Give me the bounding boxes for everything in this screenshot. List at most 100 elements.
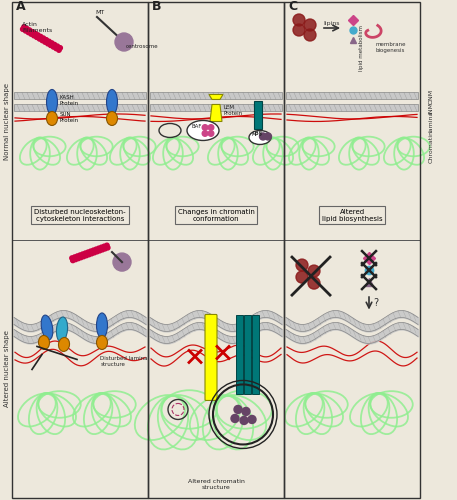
Circle shape	[202, 124, 208, 130]
Circle shape	[79, 256, 83, 260]
Circle shape	[43, 40, 47, 44]
Text: lamina: lamina	[429, 111, 434, 132]
Bar	[284, 2, 420, 498]
Circle shape	[90, 252, 94, 256]
Text: Disturbed lamina
structure: Disturbed lamina structure	[101, 356, 148, 368]
Text: SUN
Protein: SUN Protein	[60, 112, 79, 124]
Circle shape	[33, 31, 37, 36]
Circle shape	[208, 124, 214, 130]
Text: KASH
Protein: KASH Protein	[60, 96, 79, 106]
Bar	[150, 104, 282, 112]
Circle shape	[304, 29, 316, 41]
Text: INM: INM	[429, 102, 434, 114]
Circle shape	[41, 36, 46, 40]
Text: HP1: HP1	[251, 132, 262, 138]
Circle shape	[86, 250, 90, 254]
Text: BAF: BAF	[191, 124, 202, 130]
Bar	[286, 92, 418, 100]
Circle shape	[23, 28, 28, 33]
Circle shape	[102, 244, 106, 248]
Circle shape	[50, 41, 54, 46]
Circle shape	[234, 406, 242, 413]
Circle shape	[27, 28, 32, 32]
Bar	[286, 104, 418, 112]
Polygon shape	[209, 94, 223, 100]
Text: ONM: ONM	[429, 88, 434, 104]
Circle shape	[91, 248, 96, 252]
Circle shape	[58, 46, 63, 50]
Circle shape	[54, 46, 58, 50]
Circle shape	[242, 408, 250, 416]
Circle shape	[296, 259, 308, 271]
Circle shape	[97, 248, 102, 253]
Circle shape	[21, 27, 25, 32]
Bar	[14, 92, 146, 100]
Circle shape	[231, 414, 239, 422]
Text: lipins: lipins	[324, 21, 340, 26]
Text: membrane
biogenesis: membrane biogenesis	[375, 42, 405, 53]
Circle shape	[81, 254, 86, 258]
Circle shape	[296, 271, 308, 283]
Circle shape	[22, 25, 26, 29]
Circle shape	[46, 42, 50, 46]
Bar	[14, 104, 146, 112]
Circle shape	[308, 277, 320, 289]
Text: Actin
Filaments: Actin Filaments	[22, 22, 52, 33]
Circle shape	[83, 251, 88, 256]
FancyBboxPatch shape	[205, 314, 217, 400]
Circle shape	[94, 247, 98, 252]
Circle shape	[100, 248, 105, 252]
Ellipse shape	[96, 336, 107, 349]
Circle shape	[29, 32, 33, 36]
Circle shape	[36, 33, 40, 37]
Circle shape	[84, 254, 89, 258]
Polygon shape	[210, 104, 222, 122]
Circle shape	[25, 26, 29, 31]
Text: A: A	[16, 0, 26, 13]
Text: Altered nuclear shape: Altered nuclear shape	[4, 330, 10, 407]
Bar	[252, 316, 259, 394]
Circle shape	[40, 38, 44, 42]
Circle shape	[34, 35, 39, 40]
Bar	[244, 316, 251, 394]
Circle shape	[208, 130, 214, 136]
Ellipse shape	[38, 336, 49, 349]
Circle shape	[73, 255, 77, 260]
Ellipse shape	[47, 90, 58, 114]
Circle shape	[71, 258, 75, 262]
Text: centrosome: centrosome	[126, 44, 159, 49]
Text: MT: MT	[95, 10, 104, 15]
Circle shape	[115, 33, 133, 51]
Circle shape	[113, 253, 131, 271]
Text: Altered chromatin
structure: Altered chromatin structure	[187, 479, 244, 490]
Circle shape	[37, 36, 42, 41]
Circle shape	[89, 249, 93, 254]
Text: Normal nuclear shape: Normal nuclear shape	[4, 82, 10, 160]
Ellipse shape	[56, 317, 68, 342]
Ellipse shape	[41, 315, 53, 340]
Circle shape	[293, 14, 305, 26]
Text: Disturbed nucleoskeleton-
cytoskeleton interactions: Disturbed nucleoskeleton- cytoskeleton i…	[34, 208, 126, 222]
Bar	[12, 2, 148, 498]
Circle shape	[78, 253, 82, 258]
Circle shape	[76, 256, 80, 260]
Circle shape	[304, 19, 316, 31]
Circle shape	[73, 258, 78, 262]
Circle shape	[99, 245, 104, 250]
Text: Changes in chromatin
conformation: Changes in chromatin conformation	[178, 208, 255, 222]
Circle shape	[32, 34, 36, 38]
Bar	[236, 316, 243, 394]
Circle shape	[260, 133, 266, 140]
Text: Chromatin: Chromatin	[429, 130, 434, 163]
Circle shape	[51, 44, 56, 49]
Circle shape	[75, 254, 80, 258]
Circle shape	[87, 252, 91, 257]
Circle shape	[240, 416, 248, 424]
Circle shape	[103, 246, 107, 251]
Circle shape	[48, 43, 53, 48]
Circle shape	[26, 30, 31, 34]
Text: ?: ?	[373, 298, 378, 308]
Circle shape	[57, 48, 61, 52]
Circle shape	[96, 246, 101, 250]
Circle shape	[38, 34, 43, 39]
